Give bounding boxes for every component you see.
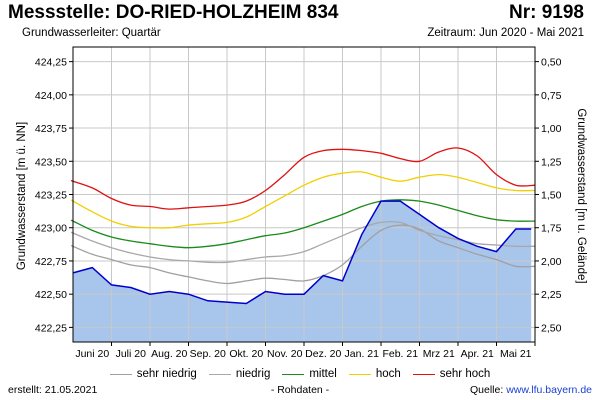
period-label: Zeitraum: Jun 2020 - Mai 2021 bbox=[427, 27, 584, 39]
y-tick-label: 423,00 bbox=[35, 223, 67, 235]
y-tick-label: 422,25 bbox=[35, 322, 67, 334]
x-tick-label: Aug. 20 bbox=[151, 348, 187, 360]
y2-axis-label: Grundwasserstand [m u. Gelände] bbox=[575, 108, 587, 283]
y2-tick-label: 2,25 bbox=[541, 289, 562, 301]
x-tick-label: Nov. 20 bbox=[267, 348, 303, 360]
station-number: Nr: 9198 bbox=[509, 2, 584, 23]
series-line-sehr-niedrig bbox=[70, 224, 536, 285]
x-tick-label: Apr. 21 bbox=[461, 348, 494, 360]
legend-item: sehr hoch bbox=[412, 368, 491, 380]
raw-data-label: - Rohdaten - bbox=[270, 384, 330, 396]
legend-label: mittel bbox=[309, 368, 337, 380]
legend-label: hoch bbox=[375, 368, 401, 380]
y-tick-label: 422,75 bbox=[35, 256, 67, 268]
y-tick-label: 423,75 bbox=[35, 123, 67, 135]
x-tick-label: Juni 20 bbox=[75, 348, 109, 360]
y2-tick-label: 1,25 bbox=[541, 156, 562, 168]
y-tick-label: 423,50 bbox=[35, 156, 67, 168]
x-tick-label: Juli 20 bbox=[116, 348, 147, 360]
legend-swatch bbox=[208, 373, 231, 375]
y-tick-label: 423,25 bbox=[35, 190, 67, 202]
y2-tick-label: 0,50 bbox=[541, 57, 562, 69]
legend-swatch bbox=[412, 373, 435, 375]
x-tick-label: Dez. 20 bbox=[305, 348, 341, 360]
created-info: erstellt: 21.05.2021 bbox=[8, 384, 97, 396]
page-title: Messstelle: DO-RIED-HOLZHEIM 834 bbox=[8, 2, 339, 23]
y2-tick-label: 1,50 bbox=[541, 190, 562, 202]
y-axis-label: Grundwasserstand [m ü. NN] bbox=[16, 122, 28, 270]
created-date: 21.05.2021 bbox=[44, 384, 98, 396]
x-tick-label: Feb. 21 bbox=[382, 348, 418, 360]
legend-swatch bbox=[348, 373, 371, 375]
y2-tick-label: 1,75 bbox=[541, 223, 562, 235]
legend-item: hoch bbox=[348, 368, 401, 380]
y-tick-label: 424,25 bbox=[35, 57, 67, 69]
y2-tick-label: 0,75 bbox=[541, 90, 562, 102]
x-tick-label: Sep. 20 bbox=[190, 348, 226, 360]
legend-label: niedrig bbox=[235, 368, 271, 380]
series-line-mittel bbox=[70, 199, 536, 249]
series-line-sehr-hoch bbox=[70, 147, 536, 210]
raw-data-line bbox=[72, 200, 532, 305]
y-tick-label: 422,50 bbox=[35, 289, 67, 301]
y2-tick-label: 2,00 bbox=[541, 256, 562, 268]
aquifer-label: Grundwasserleiter: Quartär bbox=[22, 27, 161, 39]
series-line-hoch bbox=[70, 171, 536, 229]
legend: sehr niedrig niedrig mittel hoch sehr hoch bbox=[0, 366, 600, 382]
source-link[interactable]: www.lfu.bayern.de bbox=[506, 384, 592, 396]
legend-swatch bbox=[109, 373, 132, 375]
y2-tick-label: 1,00 bbox=[541, 123, 562, 135]
x-tick-label: Okt. 20 bbox=[229, 348, 263, 360]
series-line-niedrig bbox=[70, 220, 536, 264]
legend-item: niedrig bbox=[208, 368, 271, 380]
legend-item: mittel bbox=[282, 368, 337, 380]
x-tick-label: Mrz 21 bbox=[423, 348, 455, 360]
source-info: Quelle: www.lfu.bayern.de bbox=[470, 384, 592, 396]
legend-swatch bbox=[282, 373, 305, 375]
legend-label: sehr hoch bbox=[439, 368, 491, 380]
source-label: Quelle: bbox=[470, 384, 504, 396]
y-tick-label: 424,00 bbox=[35, 90, 67, 102]
legend-label: sehr niedrig bbox=[136, 368, 197, 380]
legend-item: sehr niedrig bbox=[109, 368, 197, 380]
y2-tick-label: 2,50 bbox=[541, 322, 562, 334]
created-label: erstellt: bbox=[8, 384, 42, 396]
x-tick-label: Jan. 21 bbox=[345, 348, 380, 360]
x-tick-label: Mai 21 bbox=[500, 348, 532, 360]
raw-data-area bbox=[73, 201, 532, 342]
